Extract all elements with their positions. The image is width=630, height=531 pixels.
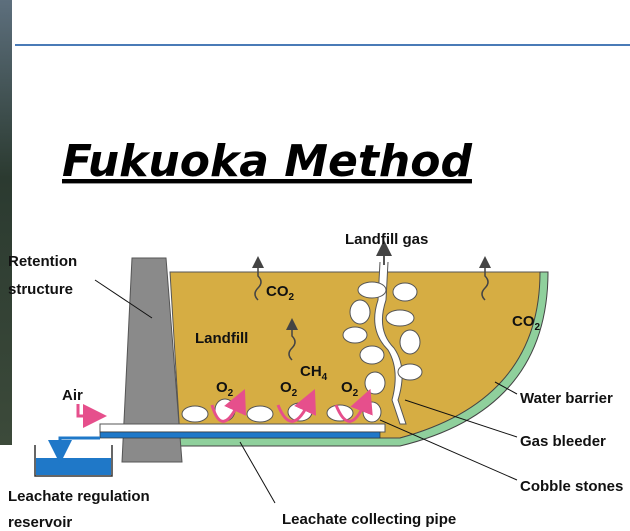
label: Air [62, 387, 83, 404]
label: structure [8, 281, 73, 298]
chem-sub: 2 [353, 388, 359, 399]
background-photo [0, 0, 12, 445]
chem-sub: 2 [535, 322, 541, 333]
chem-base: O [280, 379, 292, 396]
label: Water barrier [520, 390, 613, 407]
chem-sub: 2 [292, 388, 298, 399]
label: Cobble stones [520, 478, 623, 495]
slide: Fukuoka Method Landfill gas Reten [0, 0, 630, 531]
air-pipe [100, 424, 385, 432]
label: reservoir [8, 514, 72, 531]
label: Gas bleeder [520, 433, 606, 450]
leachate-pipe [100, 432, 380, 438]
label: Landfill gas [345, 231, 428, 248]
label: Landfill [195, 330, 248, 347]
reservoir-water [36, 458, 111, 475]
chem-sub: 4 [322, 372, 328, 383]
label: Leachate regulation [8, 488, 150, 505]
chem-base: CH [300, 363, 322, 380]
chem-base: O [341, 379, 353, 396]
chem-base: CO [266, 283, 289, 300]
chem-sub: 2 [289, 292, 295, 303]
label: Leachate collecting pipe [282, 511, 456, 528]
chem-base: CO [512, 313, 535, 330]
page: {"header":{"title":"Fukuoka Method"}, "d… [0, 0, 630, 531]
chem-base: O [216, 379, 228, 396]
slide-title: Fukuoka Method [62, 136, 472, 187]
label: Retention [8, 253, 77, 270]
chem-sub: 2 [228, 388, 234, 399]
drain-arrow [60, 438, 100, 452]
air-arrow [78, 404, 95, 416]
